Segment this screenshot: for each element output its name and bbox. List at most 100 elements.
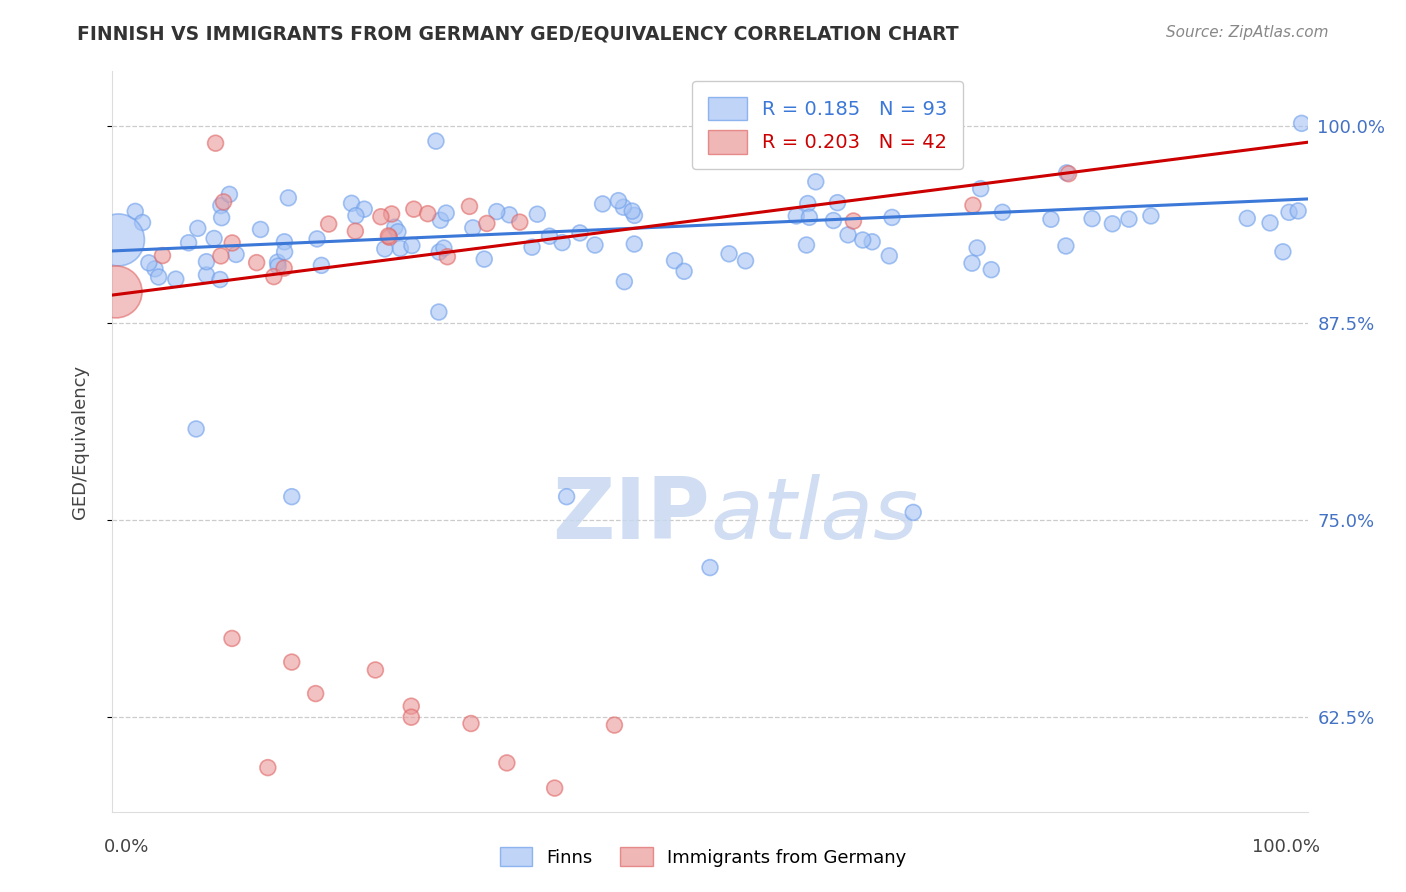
Point	[402, 202, 425, 216]
Point	[364, 663, 387, 677]
Point	[485, 204, 508, 219]
Point	[520, 240, 543, 254]
Point	[970, 182, 993, 196]
Point	[427, 305, 450, 319]
Text: atlas: atlas	[710, 474, 918, 558]
Point	[344, 224, 367, 238]
Point	[202, 231, 225, 245]
Text: FINNISH VS IMMIGRANTS FROM GERMANY GED/EQUIVALENCY CORRELATION CHART: FINNISH VS IMMIGRANTS FROM GERMANY GED/E…	[77, 25, 959, 44]
Point	[962, 198, 984, 212]
Point	[107, 233, 129, 247]
Point	[1258, 216, 1281, 230]
Point	[204, 136, 226, 151]
Point	[273, 244, 295, 259]
Point	[852, 233, 875, 247]
Point	[592, 197, 614, 211]
Point	[734, 253, 756, 268]
Point	[401, 699, 423, 714]
Point	[1118, 212, 1140, 227]
Point	[796, 196, 818, 211]
Point	[436, 250, 458, 264]
Text: 100.0%: 100.0%	[1253, 838, 1320, 855]
Point	[340, 196, 363, 211]
Point	[860, 235, 883, 249]
Point	[880, 211, 903, 225]
Point	[273, 235, 295, 249]
Point	[378, 230, 401, 244]
Point	[186, 422, 208, 436]
Text: ZIP: ZIP	[553, 474, 710, 558]
Point	[209, 198, 232, 212]
Point	[842, 214, 865, 228]
Point	[425, 134, 447, 148]
Point	[177, 235, 200, 250]
Point	[543, 781, 565, 796]
Point	[353, 202, 375, 216]
Point	[538, 229, 561, 244]
Point	[1057, 167, 1080, 181]
Point	[246, 255, 269, 269]
Point	[257, 761, 280, 775]
Point	[266, 255, 288, 269]
Point	[195, 268, 218, 282]
Point	[1278, 205, 1301, 219]
Point	[1286, 203, 1309, 218]
Point	[311, 259, 333, 273]
Point	[281, 490, 304, 504]
Point	[374, 242, 396, 256]
Point	[1081, 211, 1104, 226]
Point	[124, 204, 146, 219]
Point	[105, 285, 128, 299]
Point	[305, 687, 328, 701]
Point	[785, 209, 807, 223]
Point	[718, 247, 741, 261]
Point	[966, 241, 988, 255]
Point	[138, 256, 160, 270]
Point	[434, 206, 457, 220]
Point	[211, 211, 233, 225]
Point	[699, 560, 721, 574]
Point	[277, 191, 299, 205]
Text: Source: ZipAtlas.com: Source: ZipAtlas.com	[1166, 25, 1329, 40]
Point	[370, 210, 392, 224]
Point	[551, 235, 574, 250]
Point	[307, 232, 329, 246]
Point	[218, 187, 240, 202]
Point	[509, 215, 531, 229]
Point	[416, 207, 439, 221]
Point	[273, 261, 295, 276]
Point	[568, 226, 591, 240]
Point	[827, 195, 849, 210]
Point	[461, 220, 484, 235]
Point	[249, 222, 271, 236]
Point	[148, 270, 170, 285]
Y-axis label: GED/Equivalency: GED/Equivalency	[70, 365, 89, 518]
Point	[143, 261, 166, 276]
Point	[498, 208, 520, 222]
Point	[526, 207, 548, 221]
Point	[401, 710, 423, 724]
Point	[429, 213, 451, 227]
Point	[1101, 217, 1123, 231]
Point	[980, 262, 1002, 277]
Point	[799, 211, 821, 225]
Point	[263, 269, 285, 284]
Point	[603, 718, 626, 732]
Point	[823, 213, 845, 227]
Point	[496, 756, 519, 770]
Point	[433, 241, 456, 255]
Point	[877, 249, 900, 263]
Point	[318, 217, 340, 231]
Point	[344, 209, 367, 223]
Point	[796, 238, 818, 252]
Point	[209, 272, 232, 286]
Point	[673, 264, 696, 278]
Point	[623, 208, 645, 222]
Point	[187, 221, 209, 235]
Point	[1039, 212, 1062, 227]
Point	[555, 490, 578, 504]
Point	[903, 505, 925, 519]
Point	[621, 204, 644, 219]
Point	[612, 200, 634, 214]
Point	[427, 245, 450, 260]
